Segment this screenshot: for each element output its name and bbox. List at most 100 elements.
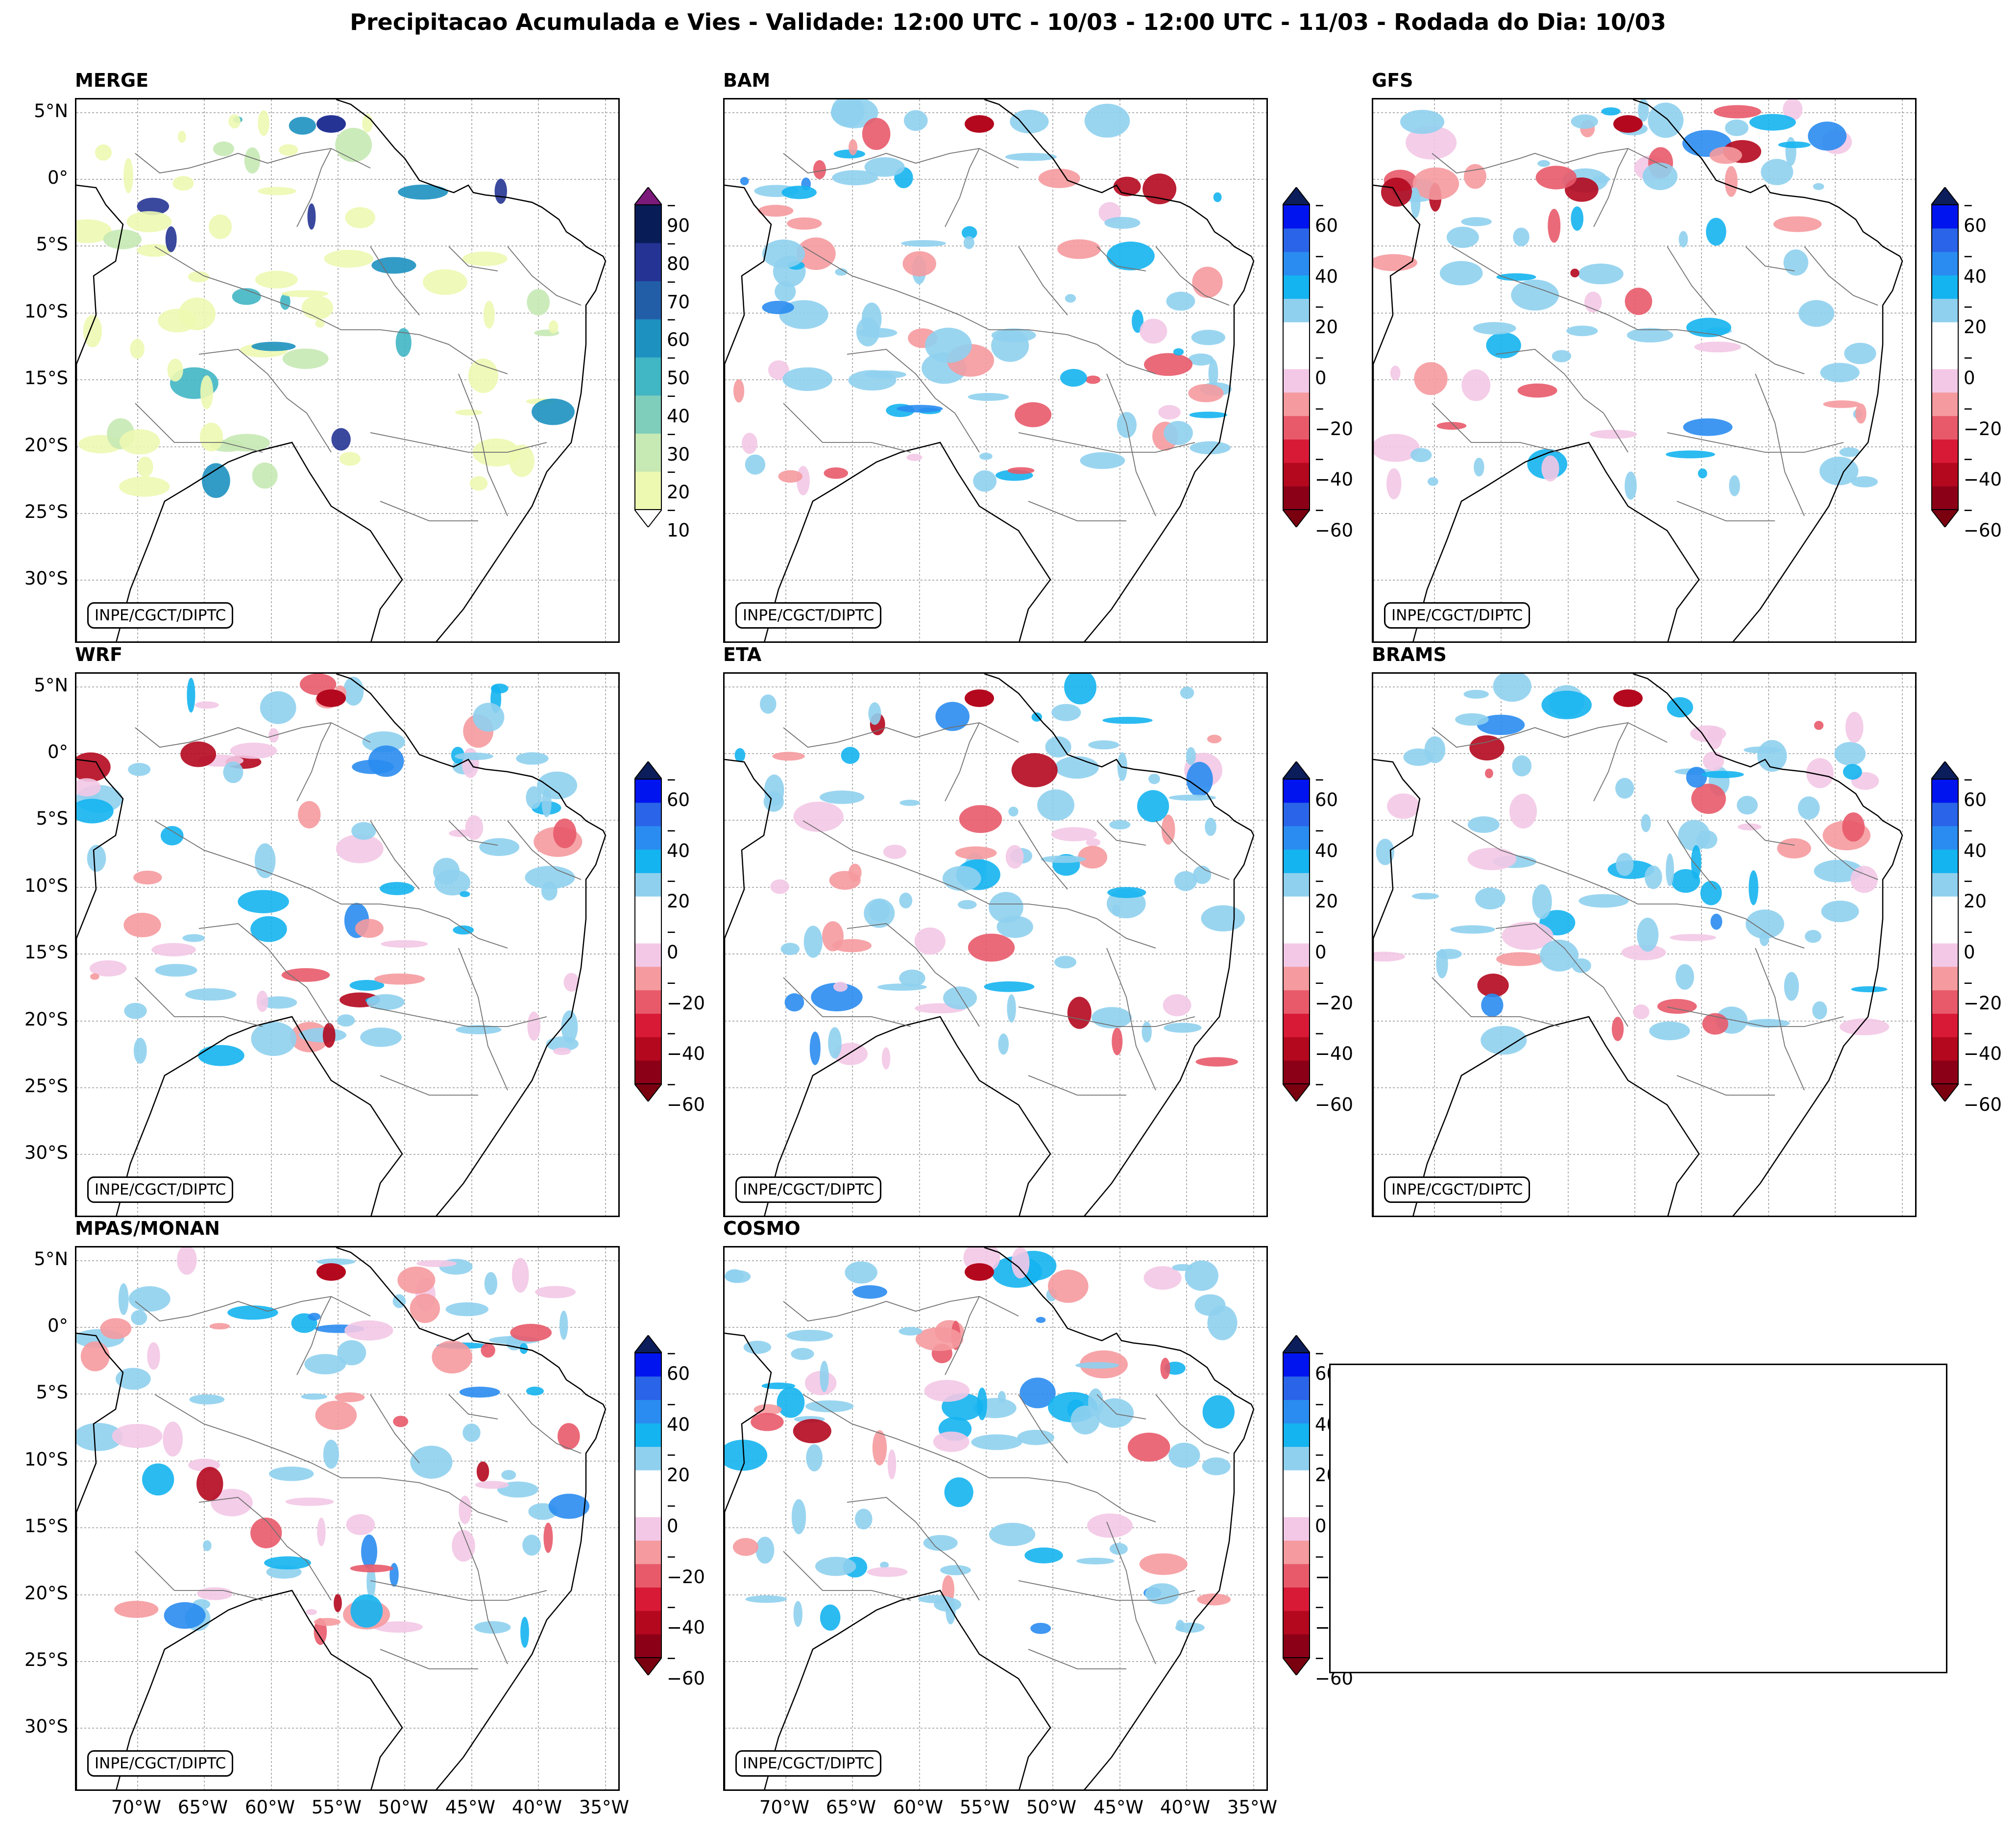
field-blob (772, 752, 805, 761)
field-blob (541, 788, 552, 817)
colorbar-segment (1283, 920, 1310, 944)
field-blob (1467, 816, 1500, 833)
map-panel: INPE/CGCT/DIPTC (75, 672, 620, 1217)
field-blob (1821, 900, 1859, 923)
panel-title: ETA (723, 644, 762, 665)
field-blob (841, 747, 860, 764)
field-blob (90, 973, 99, 980)
field-blob (793, 1418, 831, 1443)
map-canvas (76, 1247, 618, 1789)
field-blob (935, 702, 970, 731)
field-blob (130, 339, 145, 359)
field-blob (1713, 105, 1761, 119)
field-blob (1463, 689, 1489, 699)
field-blob (304, 1354, 346, 1374)
field-blob (410, 1445, 453, 1479)
field-blob (787, 217, 822, 230)
field-blob (314, 1618, 341, 1626)
colorbar-segment (1283, 1423, 1310, 1447)
colorbar-segment (1931, 322, 1959, 346)
field-blob (1702, 751, 1725, 771)
field-blob (770, 879, 789, 894)
coastline (1373, 674, 1903, 1216)
colorbar-extend-min (1281, 1083, 1312, 1102)
map-panel: INPE/CGCT/DIPTC (723, 98, 1268, 643)
field-blob (525, 866, 575, 889)
field-blob (1710, 913, 1723, 930)
field-blob (1075, 1362, 1119, 1369)
field-blob (123, 912, 161, 937)
field-blob (1439, 261, 1483, 286)
field-blob (1436, 422, 1467, 430)
field-blob (131, 1310, 147, 1325)
field-blob (820, 1361, 829, 1393)
colorbar-segment (634, 1353, 662, 1377)
field-blob (1104, 217, 1141, 229)
longitude-label: 55°W (959, 1797, 1010, 1818)
field-blob (1513, 227, 1530, 246)
field-blob (955, 846, 997, 860)
colorbar-tick-label: – 0 (1315, 1494, 1327, 1537)
colorbar-segment (1931, 275, 1959, 299)
map-panel: INPE/CGCT/DIPTC (723, 1246, 1268, 1791)
field-blob (335, 127, 372, 162)
field-blob (1176, 1619, 1185, 1631)
field-blob (1855, 403, 1867, 424)
field-blob (455, 409, 483, 416)
colorbar: – 90– 80– 70– 60– 50– 40– 30– 20– 10 (633, 186, 690, 541)
colorbar-segment (1931, 826, 1959, 850)
colorbar-segment (1931, 251, 1959, 276)
field-blob (1194, 1294, 1226, 1316)
colorbar-segment (1283, 990, 1310, 1014)
field-blob (1541, 690, 1592, 719)
field-blob (526, 1386, 544, 1396)
colorbar-extend-max (633, 186, 663, 205)
field-blob (317, 1517, 326, 1546)
field-blob (1017, 1429, 1054, 1445)
colorbar-segment (1283, 228, 1310, 252)
longitude-label: 40°W (511, 1797, 562, 1818)
field-blob (543, 1522, 553, 1553)
coastline (76, 99, 607, 641)
field-blob (1667, 697, 1693, 718)
field-blob (849, 139, 858, 155)
field-blob (1666, 853, 1674, 886)
field-blob (115, 1368, 151, 1390)
field-blob (1180, 686, 1194, 699)
field-blob (791, 1499, 806, 1535)
field-blob (164, 1602, 206, 1629)
field-blob (1047, 1270, 1089, 1303)
field-blob (1851, 986, 1888, 993)
field-blob (1207, 734, 1222, 743)
field-blob (80, 1341, 110, 1371)
field-blob (203, 1540, 212, 1551)
field-blob (1691, 845, 1701, 880)
field-blob (209, 1323, 230, 1330)
colorbar-segment (1283, 1540, 1310, 1565)
field-blob (553, 1048, 571, 1055)
field-blob (867, 1567, 908, 1577)
field-blob (1839, 447, 1860, 457)
panel-title: BAM (723, 70, 771, 91)
colorbar-segment (634, 471, 662, 510)
field-blob (877, 983, 927, 991)
colorbar-segment (1283, 345, 1310, 369)
longitude-label: 60°W (244, 1797, 295, 1818)
field-blob (745, 1595, 787, 1603)
field-blob (1010, 109, 1049, 134)
field-blob (1615, 778, 1634, 799)
field-blob (475, 1481, 509, 1489)
state-borders (1432, 722, 1878, 1096)
field-blob (133, 870, 162, 885)
longitude-label: 45°W (1093, 1797, 1144, 1818)
latitude-label: 5°N (34, 675, 68, 696)
field-blob (351, 822, 376, 840)
field-blob (114, 1601, 159, 1618)
field-blob (252, 462, 278, 489)
field-blob (1037, 789, 1075, 821)
coastline (1373, 99, 1903, 641)
colorbar-tick-label: – −40 (1315, 1022, 1354, 1065)
field-blob (1137, 790, 1169, 822)
field-blob (374, 1621, 423, 1633)
field-blob (1690, 725, 1726, 742)
